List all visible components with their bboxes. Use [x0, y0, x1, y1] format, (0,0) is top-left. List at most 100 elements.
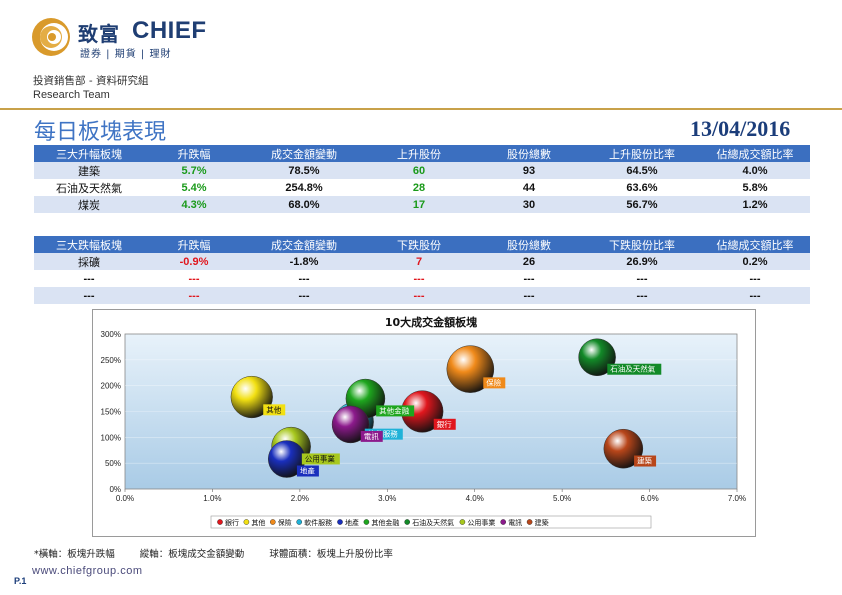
legend-marker	[243, 519, 250, 525]
falling-ratio-cell: ---	[584, 287, 700, 304]
bubble-label: 地產	[300, 466, 315, 476]
header-cell: 三大跌幅板塊	[34, 236, 144, 253]
bubble	[603, 428, 644, 469]
turnover-change-cell: ---	[244, 270, 364, 287]
header-divider	[0, 108, 842, 110]
x-tick-label: 3.0%	[378, 494, 396, 503]
header-cell: 升跌幅	[144, 145, 244, 162]
total-count-cell: ---	[474, 270, 584, 287]
legend-marker	[404, 519, 411, 525]
header-cell: 股份總數	[474, 236, 584, 253]
logo-chinese-name: 致富	[78, 22, 120, 46]
header-cell: 佔總成交額比率	[700, 236, 810, 253]
y-tick-label: 150%	[101, 408, 121, 417]
legend-marker	[217, 519, 223, 525]
page-title: 每日板塊表現	[34, 120, 167, 145]
rising-ratio-cell: 63.6%	[584, 179, 700, 196]
header-cell: 佔總成交額比率	[700, 145, 810, 162]
bubble-label-box	[364, 428, 403, 440]
falling-count-cell: ---	[364, 287, 474, 304]
bubble-label-box	[360, 430, 383, 442]
rising-ratio-cell: 56.7%	[584, 196, 700, 213]
x-tick-label: 2.0%	[291, 494, 309, 503]
x-tick-label: 6.0%	[640, 494, 658, 503]
legend-entry: 保險	[278, 518, 292, 527]
top-gainers-table: 三大升幅板塊 升跌幅 成交金額變動 上升股份 股份總數 上升股份比率 佔總成交額…	[34, 145, 810, 213]
legend	[210, 515, 652, 529]
bubble-label: 電訊	[364, 431, 379, 441]
legend-entry: 軟件服務	[304, 518, 332, 527]
chief-swirl-logo-icon	[32, 18, 70, 56]
falling-ratio-cell: 26.9%	[584, 253, 700, 270]
header-cell: 下跌股份比率	[584, 236, 700, 253]
turnover-change-cell: 68.0%	[244, 196, 364, 213]
bubble-label-box	[301, 453, 340, 465]
table-row: --- --- --- --- --- --- ---	[34, 270, 810, 287]
legend-entry: 地產	[345, 518, 359, 527]
rising-count-cell: 60	[364, 162, 474, 179]
x-tick-label: 7.0%	[728, 494, 746, 503]
rising-ratio-cell: 64.5%	[584, 162, 700, 179]
change-cell: ---	[144, 287, 244, 304]
legend-entry: 銀行	[225, 518, 239, 527]
bubble	[331, 405, 370, 444]
legend-entry: 其他	[251, 518, 265, 527]
legend-marker	[296, 519, 302, 525]
bubble-label-box	[433, 418, 456, 430]
turnover-change-cell: -1.8%	[244, 253, 364, 270]
page-number: P.1	[14, 576, 27, 586]
chart-footnote: *橫軸：板塊升跌幅 縱軸：板塊成交金額變動 球體面積：板塊上升股份比率	[34, 546, 415, 560]
legend-marker	[500, 519, 507, 525]
falling-ratio-cell: ---	[584, 270, 700, 287]
bubble-label-box	[607, 363, 662, 375]
y-tick-label: 250%	[101, 356, 121, 365]
change-cell: -0.9%	[144, 253, 244, 270]
table-row: 煤炭 4.3% 68.0% 17 30 56.7% 1.2%	[34, 196, 810, 213]
turnover-change-cell: ---	[244, 287, 364, 304]
company-logo: 致富 CHIEF 證券 | 期貨 | 理財	[30, 14, 240, 60]
website-link[interactable]: www.chiefgroup.com	[32, 565, 143, 577]
header-cell: 升跌幅	[144, 236, 244, 253]
bubble-label-box	[263, 404, 286, 416]
legend-entry: 電訊	[508, 518, 522, 527]
sector-name: 石油及天然氣	[34, 179, 144, 196]
header-cell: 成交金額變動	[244, 236, 364, 253]
turnover-share-cell: 0.2%	[700, 253, 810, 270]
y-tick-label: 300%	[101, 330, 121, 339]
y-tick-label: 0%	[109, 485, 121, 494]
legend-entry: 公用事業	[467, 518, 495, 527]
falling-count-cell: 7	[364, 253, 474, 270]
chart-title: 10大成交金額板塊	[385, 315, 477, 329]
change-cell: 4.3%	[144, 196, 244, 213]
bubble-label: 銀行	[437, 419, 452, 429]
bubble	[578, 338, 616, 376]
header-cell: 成交金額變動	[244, 145, 364, 162]
sector-name: 建築	[34, 162, 144, 179]
table-header-row: 三大跌幅板塊 升跌幅 成交金額變動 下跌股份 股份總數 下跌股份比率 佔總成交額…	[34, 236, 810, 253]
bubble-chart-frame: 10大成交金額板塊 0% 50% 100% 150% 200% 250% 300% 0.0% 1.…	[92, 309, 756, 537]
turnover-share-cell: ---	[700, 270, 810, 287]
rising-count-cell: 28	[364, 179, 474, 196]
header-cell: 股份總數	[474, 145, 584, 162]
bubble-label: 軟件服務	[368, 429, 398, 439]
legend-entry: 建築	[535, 518, 549, 527]
bubble-label-box	[634, 455, 657, 467]
sector-name: 採礦	[34, 253, 144, 270]
table-row: 採礦 -0.9% -1.8% 7 26 26.9% 0.2%	[34, 253, 810, 270]
y-tick-label: 100%	[101, 433, 121, 442]
rising-count-cell: 17	[364, 196, 474, 213]
team-label: Research Team	[33, 89, 110, 101]
total-count-cell: 30	[474, 196, 584, 213]
footnote-x-axis: *橫軸：板塊升跌幅	[34, 549, 115, 560]
bubble-label: 建築	[637, 456, 652, 466]
total-count-cell: ---	[474, 287, 584, 304]
sector-name: ---	[34, 270, 144, 287]
turnover-share-cell: 5.8%	[700, 179, 810, 196]
x-tick-label: 0.0%	[116, 494, 134, 503]
x-tick-label: 4.0%	[466, 494, 484, 503]
total-count-cell: 93	[474, 162, 584, 179]
report-date: 13/04/2016	[690, 116, 791, 141]
total-count-cell: 26	[474, 253, 584, 270]
bubble-label: 其他金融	[379, 405, 409, 415]
y-tick-label: 50%	[105, 459, 121, 468]
